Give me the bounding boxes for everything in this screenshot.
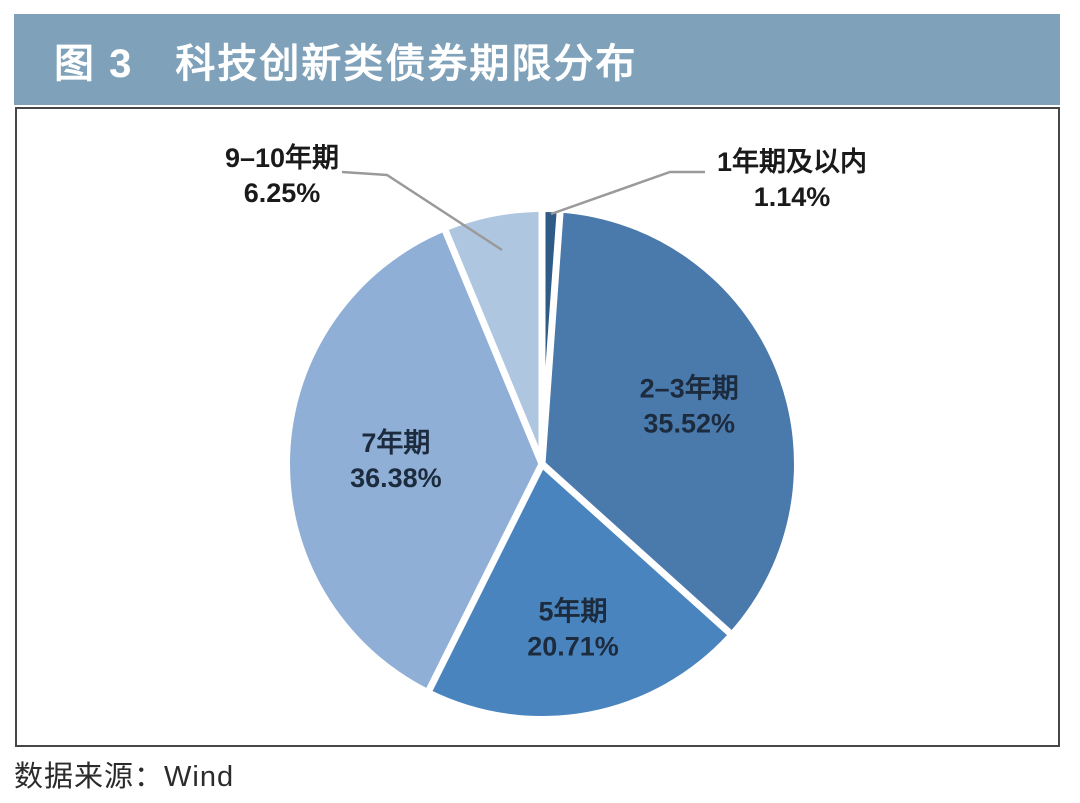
- figure-title-bar: 图 3 科技创新类债券期限分布: [14, 14, 1060, 105]
- pie-chart: 1年期及以内 1.14% 2–3年期 35.52% 5年期 20.71% 7年期 36.38%…: [225, 142, 867, 716]
- slice-separator-3: [539, 461, 734, 638]
- slice-separator-5: [441, 227, 546, 466]
- leader-line-1: [550, 170, 705, 216]
- slice-label-5: 9–10年期 6.25%: [225, 142, 339, 208]
- slice-label-3: 5年期 20.71%: [527, 595, 619, 661]
- slice-label-1: 1年期及以内 1.14%: [717, 146, 867, 212]
- slice-separator-4: [424, 462, 546, 694]
- slice-label-4: 7年期 36.38%: [350, 427, 442, 493]
- data-source: 数据来源：Wind: [14, 761, 235, 793]
- leader-line-5: [341, 170, 503, 252]
- chart-box: 1年期及以内 1.14% 2–3年期 35.52% 5年期 20.71% 7年期 36.38%…: [15, 107, 1060, 747]
- pie-slice-3: [429, 464, 730, 716]
- pie-slice-2: [542, 212, 794, 633]
- pie-slice-4: [289, 231, 542, 690]
- slice-label-2: 2–3年期 35.52%: [640, 373, 739, 439]
- figure-title: 图 3 科技创新类债券期限分布: [54, 41, 638, 86]
- slice-separator-2: [538, 209, 564, 465]
